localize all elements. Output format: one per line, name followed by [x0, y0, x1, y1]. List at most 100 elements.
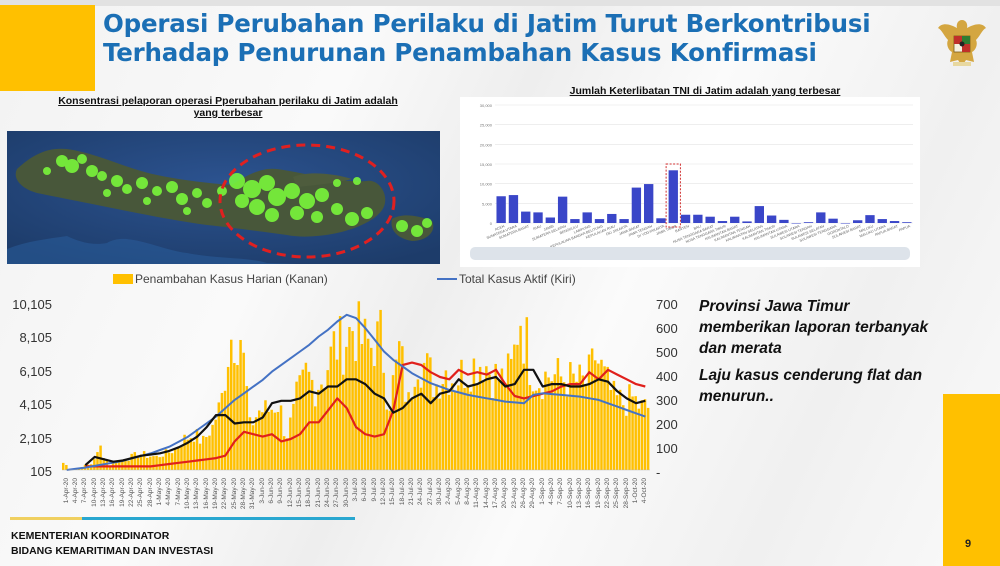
daily-case-bar	[366, 338, 370, 470]
daily-case-bar	[637, 408, 641, 470]
bar	[779, 219, 789, 223]
daily-case-bar	[622, 405, 625, 470]
daily-case-bar	[158, 457, 161, 470]
highlight-box	[665, 163, 681, 228]
daily-case-bar	[606, 366, 609, 470]
daily-case-bar	[394, 359, 398, 470]
daily-case-bar	[469, 391, 473, 470]
x-axis-label: 10-May-20	[184, 478, 191, 510]
daily-case-bar	[441, 384, 445, 470]
x-axis-label: 1-Sep-20	[538, 478, 546, 505]
bar	[607, 213, 617, 223]
daily-case-bar	[96, 452, 99, 470]
daily-case-bar	[152, 456, 155, 470]
daily-case-bar	[503, 383, 507, 470]
y-right-tick: 400	[656, 369, 678, 384]
bar	[754, 206, 764, 223]
x-axis-label: 13-May-20	[193, 478, 201, 510]
daily-case-bar	[276, 411, 280, 470]
x-axis-label: 24-Jul-20	[417, 478, 425, 506]
daily-case-bar	[494, 363, 497, 470]
daily-case-bar	[590, 348, 594, 470]
x-axis-label: 21-Jul-20	[408, 478, 415, 506]
x-axis-label: 28-May-20	[240, 478, 247, 510]
daily-case-bar	[195, 428, 199, 470]
daily-case-bar	[566, 396, 569, 470]
daily-case-bar	[444, 370, 448, 470]
x-axis-label: 5-Aug-20	[454, 478, 462, 505]
daily-case-bar	[388, 410, 392, 470]
daily-case-bar	[404, 401, 407, 470]
bar	[582, 212, 592, 223]
daily-case-bar	[615, 395, 619, 470]
x-axis-label: 19-Apr-20	[118, 478, 126, 507]
daily-case-bar	[475, 385, 479, 470]
daily-case-bar	[550, 381, 553, 470]
x-axis-label: 1-Oct-20	[632, 478, 639, 504]
daily-case-bar	[273, 412, 277, 470]
bar	[644, 184, 654, 223]
daily-case-bar	[261, 412, 264, 470]
x-axis-label: 20-Aug-20	[501, 478, 509, 509]
daily-case-bar	[167, 452, 171, 470]
daily-case-bar	[332, 331, 336, 470]
daily-case-bar	[62, 462, 65, 470]
x-axis-label: 12-Jun-20	[286, 478, 294, 508]
x-axis-label: 27-Jul-20	[426, 478, 434, 506]
svg-text:5,000: 5,000	[482, 201, 493, 206]
daily-case-bar	[242, 352, 245, 470]
daily-case-bar	[307, 371, 311, 470]
bar	[570, 219, 580, 223]
x-axis-label: 22-Apr-20	[128, 478, 135, 507]
x-axis-label: 25-Apr-20	[137, 478, 145, 507]
daily-case-bar	[289, 417, 292, 470]
x-axis-label: 19-May-20	[212, 478, 219, 510]
daily-case-bar	[562, 382, 566, 470]
bar	[766, 215, 777, 223]
daily-case-bar	[139, 454, 143, 470]
chart-range-scrollbar[interactable]	[470, 247, 910, 260]
daily-case-bar	[146, 457, 149, 470]
daily-case-bar	[478, 366, 482, 470]
legend-bar-label: Penambahan Kasus Harian (Kanan)	[135, 272, 328, 286]
accent-underline-yellow	[10, 517, 82, 520]
daily-case-bar	[497, 380, 501, 470]
daily-case-bar	[553, 374, 557, 470]
daily-case-bar	[254, 417, 258, 470]
x-axis-label: 4-May-20	[165, 478, 173, 506]
bar	[705, 216, 715, 223]
svg-text:LAMPUNG: LAMPUNG	[573, 224, 591, 234]
daily-case-bar	[382, 372, 385, 470]
daily-case-bar	[230, 339, 233, 470]
footer-line-1: KEMENTERIAN KOORDINATOR	[11, 530, 170, 542]
bar	[889, 221, 900, 223]
daily-case-bar	[491, 398, 494, 470]
x-axis-label: 18-Jul-20	[398, 478, 406, 506]
x-axis-label: 13-Sep-20	[576, 478, 583, 509]
daily-case-bar	[214, 419, 217, 470]
daily-case-bar	[634, 396, 637, 470]
daily-case-bar	[121, 459, 124, 470]
daily-case-bar	[485, 366, 488, 470]
bar	[496, 196, 506, 223]
daily-case-bar	[538, 388, 541, 470]
y-right-tick: 700	[656, 297, 678, 312]
y-right-tick: 100	[656, 441, 678, 456]
daily-case-bar	[410, 398, 413, 470]
daily-case-bar	[516, 344, 519, 470]
legend-bar: Penambahan Kasus Harian (Kanan)	[113, 272, 328, 286]
x-axis-label: 31-May-20	[249, 478, 257, 510]
daily-case-bar	[233, 362, 236, 470]
daily-case-bar	[118, 460, 121, 470]
svg-text:BANTEN: BANTEN	[675, 224, 690, 233]
bar	[533, 212, 543, 223]
daily-case-bar	[609, 390, 613, 470]
x-axis-label: 10-Sep-20	[566, 478, 574, 509]
x-axis-label: 7-Sep-20	[557, 478, 565, 505]
bar	[853, 220, 863, 223]
bar	[594, 219, 605, 223]
svg-text:25,000: 25,000	[480, 123, 493, 128]
daily-case-bar	[93, 459, 96, 470]
bar	[680, 214, 691, 223]
svg-text:ACEH: ACEH	[494, 224, 505, 232]
